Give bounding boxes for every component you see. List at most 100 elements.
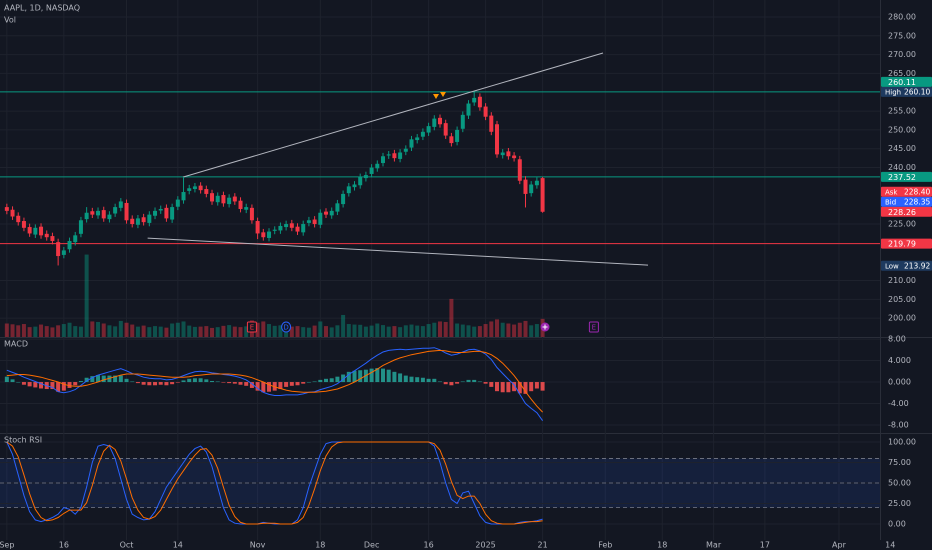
volume-bar xyxy=(175,322,180,337)
candle-body xyxy=(67,240,72,250)
histogram-bar xyxy=(90,376,95,383)
volume-bar xyxy=(449,298,454,337)
volume-bar xyxy=(420,326,425,337)
candle-body xyxy=(10,209,15,217)
histogram-bar xyxy=(21,382,26,385)
volume-bar xyxy=(375,323,380,337)
histogram-bar xyxy=(278,382,283,390)
candle-body xyxy=(289,223,294,228)
event-marker xyxy=(281,321,292,333)
histogram-bar xyxy=(466,379,471,383)
y-tick-label: 245.00 xyxy=(888,144,916,153)
symbol-title: AAPL, 1D, NASDAQ xyxy=(4,4,80,13)
volume-bar xyxy=(90,321,95,337)
candle-body xyxy=(244,207,249,210)
volume-bar xyxy=(512,324,517,337)
histogram-bar xyxy=(255,382,260,391)
candle-body xyxy=(267,231,272,238)
x-tick-label: Nov xyxy=(250,541,266,550)
candle-body xyxy=(352,184,357,188)
histogram-bar xyxy=(306,382,311,383)
histogram-bar xyxy=(324,378,329,383)
event-label: E xyxy=(592,324,596,332)
histogram-bar xyxy=(244,382,249,386)
candle-body xyxy=(249,207,254,221)
price-tag-name: High xyxy=(885,88,901,96)
candle-body xyxy=(261,232,266,238)
event-marker xyxy=(246,321,257,333)
price-tag-value: 237.52 xyxy=(888,173,916,182)
x-tick-label: 14 xyxy=(173,541,183,550)
candle-body xyxy=(198,185,203,191)
volume-bar xyxy=(455,323,460,337)
volume-bar xyxy=(489,321,494,337)
candle-body xyxy=(124,202,129,221)
price-tag xyxy=(881,196,932,207)
volume-bar xyxy=(96,321,101,337)
candle-body xyxy=(301,224,306,233)
histogram-bar xyxy=(460,381,465,383)
volume-bar xyxy=(324,326,329,337)
histogram-bar xyxy=(438,381,442,383)
candle-body xyxy=(540,178,545,212)
volume-bar xyxy=(432,322,437,337)
histogram-bar xyxy=(261,382,266,393)
price-tag-name: Low xyxy=(885,262,899,270)
candle-body xyxy=(460,114,465,129)
x-tick-label: Apr xyxy=(832,541,847,550)
y-tick-label: 0.00 xyxy=(888,520,906,529)
histogram-bar xyxy=(192,378,197,383)
histogram-bar xyxy=(443,382,448,385)
histogram-bar xyxy=(301,382,306,384)
volume-bar xyxy=(306,327,311,337)
histogram-bar xyxy=(312,381,317,383)
histogram-bar xyxy=(540,382,545,391)
histogram-bar xyxy=(101,375,106,383)
macd-line xyxy=(6,347,544,421)
volume-bar xyxy=(187,325,192,337)
volume-bar xyxy=(107,325,112,337)
histogram-bar xyxy=(135,382,140,384)
x-tick-label: 16 xyxy=(424,541,434,550)
histogram-bar xyxy=(472,379,477,383)
volume-bar xyxy=(312,325,317,337)
histogram-bar xyxy=(392,371,397,383)
x-tick-label: Dec xyxy=(364,541,379,550)
candle-body xyxy=(175,199,180,207)
candle-body xyxy=(278,225,283,231)
candle-body xyxy=(438,117,442,125)
event-marker xyxy=(588,321,599,333)
candle-body xyxy=(84,212,89,220)
histogram-bar xyxy=(295,382,300,386)
candle-body xyxy=(403,148,408,152)
histogram-bar xyxy=(512,382,517,392)
histogram-bar xyxy=(96,375,101,383)
histogram-bar xyxy=(215,381,220,383)
volume-bar xyxy=(426,324,431,337)
candle-body xyxy=(50,236,55,241)
y-tick-label: 8.00 xyxy=(888,335,906,344)
candle-body xyxy=(21,221,26,228)
volume-bar xyxy=(124,322,129,337)
candle-body xyxy=(477,96,482,108)
candle-body xyxy=(78,220,83,234)
price-tag-value: 219.79 xyxy=(888,240,916,249)
histogram-bar xyxy=(386,369,391,383)
volume-bar xyxy=(198,326,203,337)
histogram-bar xyxy=(272,382,277,391)
volume-bar xyxy=(363,326,368,337)
histogram-bar xyxy=(369,368,374,383)
histogram-bar xyxy=(352,370,357,383)
y-tick-label: 275.00 xyxy=(888,31,916,40)
histogram-bar xyxy=(420,377,425,383)
histogram-bar xyxy=(118,375,123,383)
y-tick-label: 270.00 xyxy=(888,50,916,59)
x-tick-label: 18 xyxy=(315,541,325,550)
candle-body xyxy=(61,250,66,255)
volume-bar xyxy=(78,326,83,337)
candle-body xyxy=(483,106,488,117)
volume-bar xyxy=(278,325,283,337)
volume-bar xyxy=(232,326,237,337)
histogram-bar xyxy=(170,382,175,385)
